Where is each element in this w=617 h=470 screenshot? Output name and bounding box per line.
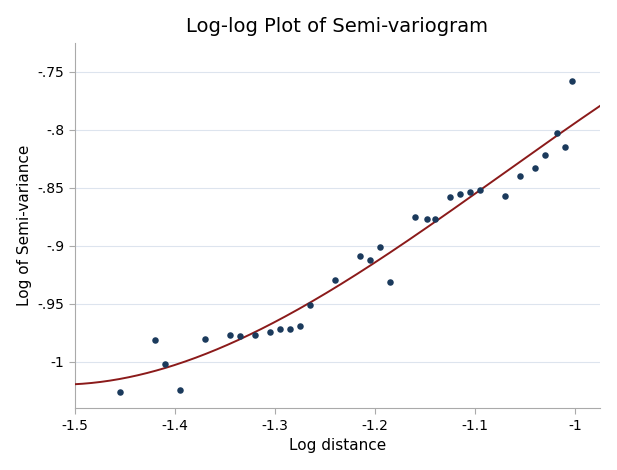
Point (530, 164, 540, 172)
Point (265, 328, 275, 336)
Point (465, 189, 475, 196)
Point (568, 78, 578, 85)
Point (225, 331, 234, 339)
Point (560, 143, 570, 151)
Point (365, 256, 375, 264)
Point (150, 336, 160, 344)
Point (115, 388, 125, 396)
Point (200, 335, 210, 343)
Point (295, 322, 305, 330)
Y-axis label: Log of Semi-variance: Log of Semi-variance (17, 145, 31, 306)
Point (475, 187, 485, 194)
Point (515, 172, 525, 180)
Point (250, 331, 260, 339)
Point (160, 360, 170, 368)
Point (385, 278, 395, 286)
Point (445, 193, 455, 201)
Point (552, 130, 562, 137)
Point (430, 215, 440, 223)
Point (235, 333, 245, 340)
Point (422, 215, 432, 223)
Point (455, 190, 465, 197)
Point (275, 326, 285, 333)
X-axis label: Log distance: Log distance (289, 439, 386, 454)
Point (410, 213, 420, 220)
Title: Log-log Plot of Semi-variogram: Log-log Plot of Semi-variogram (186, 16, 489, 36)
Point (540, 152, 550, 159)
Point (355, 252, 365, 260)
Point (305, 301, 315, 309)
Point (375, 243, 385, 251)
Point (175, 386, 184, 393)
Point (330, 276, 340, 283)
Point (500, 192, 510, 200)
Point (285, 326, 295, 333)
